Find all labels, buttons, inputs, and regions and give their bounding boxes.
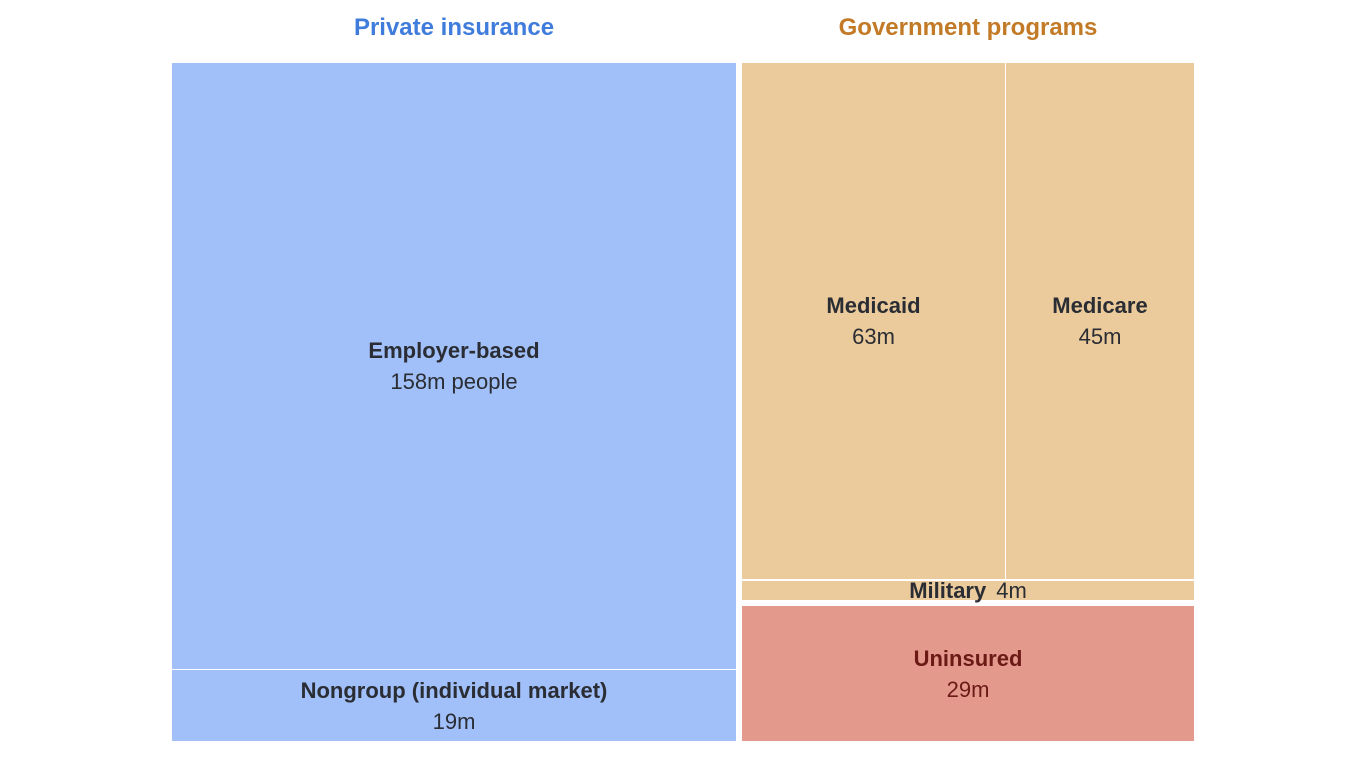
tile-uninsured: Uninsured 29m [742,606,1194,741]
tile-value: 158m people [390,369,518,394]
tile-label: Nongroup (individual market) [300,677,608,703]
tile-employer-based: Employer-based 158m people [172,63,736,669]
tile-label: Medicare [1052,293,1148,318]
tile-value: 19m [432,708,476,734]
tile-value: 4m [996,578,1027,603]
tile-military: Military 4m [742,578,1194,603]
group-title-private: Private insurance [353,14,555,41]
tile-label: Medicaid [826,293,921,318]
tile-label: Military [909,578,987,603]
tile-value: 29m [946,676,990,702]
tile-value: 63m [852,324,895,349]
tile-value: 45m [1078,324,1122,349]
tile-label: Employer-based [368,338,540,363]
tile-medicaid: Medicaid 63m [742,63,1005,579]
tile-nongroup: Nongroup (individual market) 19m [172,670,736,741]
tile-medicare: Medicare 45m [1006,63,1194,579]
tile-label: Uninsured [913,645,1023,671]
group-title-government: Government programs [838,14,1098,41]
